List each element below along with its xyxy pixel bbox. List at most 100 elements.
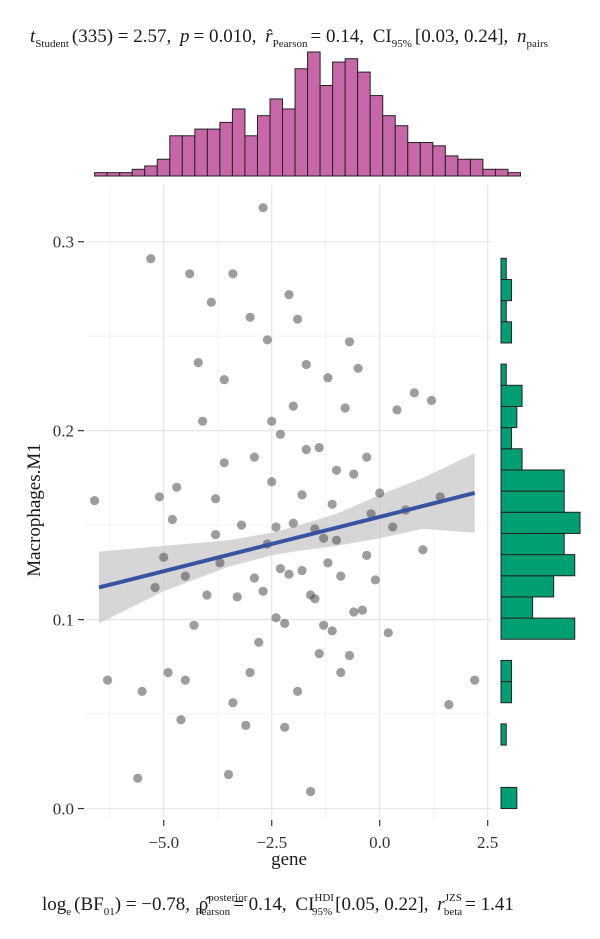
- caption-rho-sup: posterior: [208, 892, 247, 904]
- caption-ci: CI: [295, 894, 314, 915]
- y-tick-label: 0.3: [53, 233, 74, 252]
- x-histogram-bar: [206, 128, 221, 177]
- x-histogram-bar: [407, 141, 421, 177]
- scatter-point: [202, 590, 212, 600]
- title-r-sub: Pearson: [273, 38, 308, 50]
- scatter-point: [366, 509, 376, 519]
- scatter-point: [236, 520, 247, 530]
- scatter-point: [284, 290, 294, 300]
- x-tick-label: 0.0: [369, 833, 390, 852]
- scatter-point: [103, 675, 113, 685]
- scatter-point: [392, 405, 402, 415]
- scatter-point: [362, 452, 372, 462]
- scatter-point: [344, 337, 355, 347]
- x-histogram-bar: [181, 135, 196, 177]
- scatter-point: [150, 582, 160, 593]
- x-histogram-bar: [307, 51, 321, 177]
- y-histogram-bar: [500, 681, 513, 704]
- x-histogram-bar: [357, 71, 371, 177]
- title-p: p: [178, 26, 190, 47]
- scatter-point: [262, 335, 272, 345]
- scatter-point: [331, 535, 342, 545]
- scatter-point: [336, 571, 346, 581]
- scatter-point: [249, 452, 259, 462]
- caption-ci-val: [0.05, 0.22],: [335, 894, 428, 915]
- y-histogram-bar: [500, 723, 507, 746]
- y-histogram-bar: [500, 321, 513, 344]
- scatter-point: [267, 416, 277, 426]
- scatter-point: [383, 628, 393, 638]
- scatter-point: [172, 482, 182, 492]
- scatter-point: [189, 620, 199, 630]
- scatter-point: [163, 667, 173, 678]
- scatter-point: [133, 773, 143, 783]
- y-axis-title: Macrophages.M1: [24, 443, 45, 577]
- x-histogram-bar: [256, 115, 271, 177]
- grid: [86, 185, 492, 818]
- scatter-point: [219, 458, 229, 468]
- x-histogram-bar: [169, 135, 183, 177]
- y-histogram-bar: [500, 363, 507, 386]
- x-histogram-bar: [231, 108, 246, 177]
- y-histogram-bar: [500, 257, 507, 280]
- y-histogram-bar: [500, 427, 513, 450]
- scatter-point: [470, 675, 480, 685]
- x-histogram-bar: [482, 168, 496, 177]
- scatter-point: [249, 573, 259, 583]
- scatter-point: [223, 769, 234, 780]
- scatter-point: [258, 586, 268, 596]
- y-histogram-bar: [500, 448, 523, 471]
- scatter-points: [90, 203, 480, 797]
- scatter-point: [193, 358, 203, 368]
- scatter-point: [349, 607, 359, 617]
- scatter-point: [154, 492, 164, 502]
- x-axis-title: gene: [271, 849, 307, 870]
- x-tick-label: −5.0: [148, 833, 179, 852]
- scatter-point: [280, 722, 290, 732]
- scatter-point: [444, 700, 454, 710]
- y-histogram-bar: [500, 384, 523, 407]
- caption-bf-val: ) = −0.78,: [115, 894, 190, 915]
- caption-ci-sup: HDI: [314, 892, 334, 904]
- caption-ci-sub: 95%: [312, 906, 332, 918]
- title-n-sub: pairs: [527, 38, 548, 50]
- x-histogram-bar: [432, 145, 446, 177]
- y-histogram-bar: [500, 469, 565, 492]
- x-histogram-bar: [269, 98, 284, 177]
- y-histogram-bar: [500, 786, 518, 810]
- x-histogram-bar: [156, 158, 171, 177]
- x-histogram-bar: [344, 58, 359, 177]
- scatter-point: [211, 494, 221, 504]
- caption-rb: r: [437, 894, 445, 915]
- scatter-point: [349, 469, 359, 479]
- y-tick-label: 0.2: [53, 422, 74, 441]
- scatter-point: [418, 545, 428, 555]
- scatter-point: [215, 558, 225, 568]
- x-histogram-bar: [294, 68, 309, 177]
- y-histogram-bar: [500, 511, 581, 534]
- x-marginal-histogram: [94, 51, 522, 177]
- y-histogram-bar: [500, 405, 518, 429]
- scatter-point: [284, 569, 294, 579]
- scatter-point: [331, 465, 342, 475]
- scatter-point: [293, 686, 303, 697]
- scatter-point: [327, 499, 337, 509]
- title-r: r̂: [265, 26, 273, 47]
- x-histogram-bar: [444, 155, 459, 177]
- scatter-point: [198, 416, 208, 426]
- scatter-point: [340, 403, 350, 413]
- y-histogram-bar: [500, 617, 576, 640]
- x-histogram-bar: [144, 165, 158, 177]
- scatter-point: [426, 395, 437, 405]
- y-histogram-bar: [500, 596, 534, 619]
- x-tick-label: 2.5: [477, 833, 498, 852]
- x-tick-label: −2.5: [256, 833, 287, 852]
- scatter-point: [271, 613, 281, 623]
- scatter-point: [206, 297, 216, 307]
- scatter-point: [323, 373, 333, 383]
- caption-rb-sup: JZS: [445, 892, 462, 904]
- scatter-point: [297, 565, 307, 576]
- caption-rho-val: = 0.14,: [233, 894, 286, 915]
- caption-log: log: [42, 894, 67, 915]
- x-histogram-bar: [244, 135, 258, 177]
